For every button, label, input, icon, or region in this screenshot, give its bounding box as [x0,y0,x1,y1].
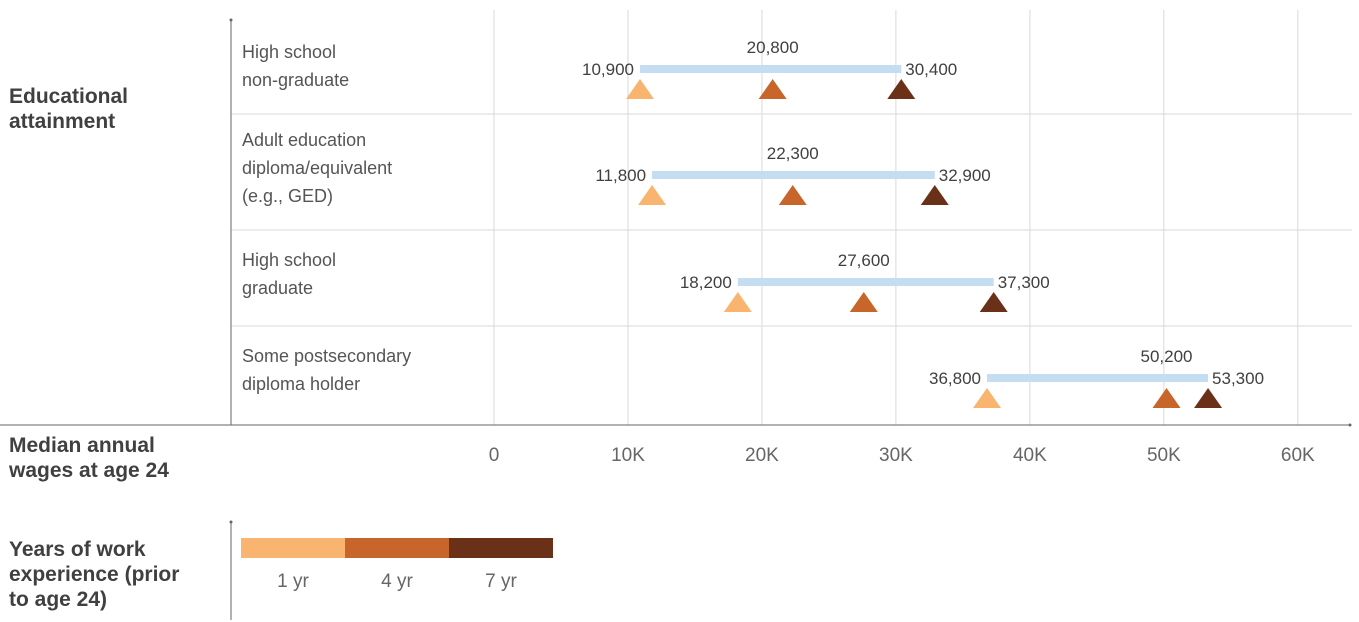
category-label-line: High school [242,42,337,62]
value-label-7yr: 30,400 [905,60,957,79]
category-label-line: non-graduate [242,70,350,90]
x-axis-end-dot [1348,423,1352,427]
x-tick-label: 10K [611,445,645,466]
value-marker-triangle [920,185,949,205]
range-bar [987,374,1209,382]
category-label-line: diploma holder [242,374,361,394]
legend-label: 1 yr [277,571,309,592]
work-experience-title: Years of work experience (prior to age 2… [9,537,199,612]
value-marker-triangle [973,388,1002,408]
category-label: High school non-graduate [242,38,349,94]
value-marker-triangle [778,185,807,205]
category-label-line: (e.g., GED) [242,186,334,206]
y-axis-end-dot [229,18,233,22]
x-tick-label: 30K [879,445,913,466]
value-marker-triangle [887,79,916,99]
legend-swatch [345,538,449,558]
legend-swatch [449,538,553,558]
range-bar [640,65,902,73]
value-label-7yr: 37,300 [998,273,1050,292]
value-marker-triangle [723,292,752,312]
value-marker-triangle [758,79,787,99]
category-label-line: diploma/equivalent [242,158,393,178]
value-label-1yr: 10,900 [582,60,634,79]
category-label-line: High school [242,250,337,270]
value-marker-triangle [638,185,667,205]
value-label-4yr: 27,600 [838,251,890,270]
value-marker-triangle [849,292,878,312]
category-label: Some postsecondary diploma holder [242,342,411,398]
value-label-7yr: 32,900 [939,166,991,185]
legend-label: 7 yr [485,571,517,592]
value-marker-triangle [626,79,655,99]
range-bar [737,278,994,286]
value-marker-triangle [979,292,1008,312]
x-tick-label: 50K [1147,445,1181,466]
x-tick-label: 40K [1013,445,1047,466]
value-label-1yr: 18,200 [680,273,732,292]
value-label-7yr: 53,300 [1212,369,1264,388]
educational-attainment-title: Educational attainment [9,84,209,134]
category-label-line: Adult education [242,130,367,150]
value-label-1yr: 11,800 [595,166,646,185]
median-wages-title: Median annual wages at age 24 [9,433,209,483]
category-label-line: Some postsecondary [242,346,412,366]
legend-label: 4 yr [381,571,413,592]
value-marker-triangle [1152,388,1181,408]
legend-axis-end-dot [229,520,233,524]
legend-swatch [241,538,345,558]
category-label-line: graduate [242,278,314,298]
median-wages-title-text: Median annual wages at age 24 [9,434,169,482]
value-marker-triangle [1194,388,1223,408]
value-label-1yr: 36,800 [929,369,981,388]
range-bar [652,171,935,179]
x-tick-label: 60K [1281,445,1315,466]
value-label-4yr: 50,200 [1141,347,1193,366]
value-label-4yr: 20,800 [747,38,799,57]
category-label: High school graduate [242,246,336,302]
x-tick-label: 20K [745,445,779,466]
educational-attainment-title-text: Educational attainment [9,85,129,133]
value-label-4yr: 22,300 [767,144,819,163]
x-tick-label: 0 [489,445,500,466]
work-experience-title-text: Years of work experience (prior to age 2… [9,538,180,611]
category-label: Adult education diploma/equivalent (e.g., … [242,126,392,210]
